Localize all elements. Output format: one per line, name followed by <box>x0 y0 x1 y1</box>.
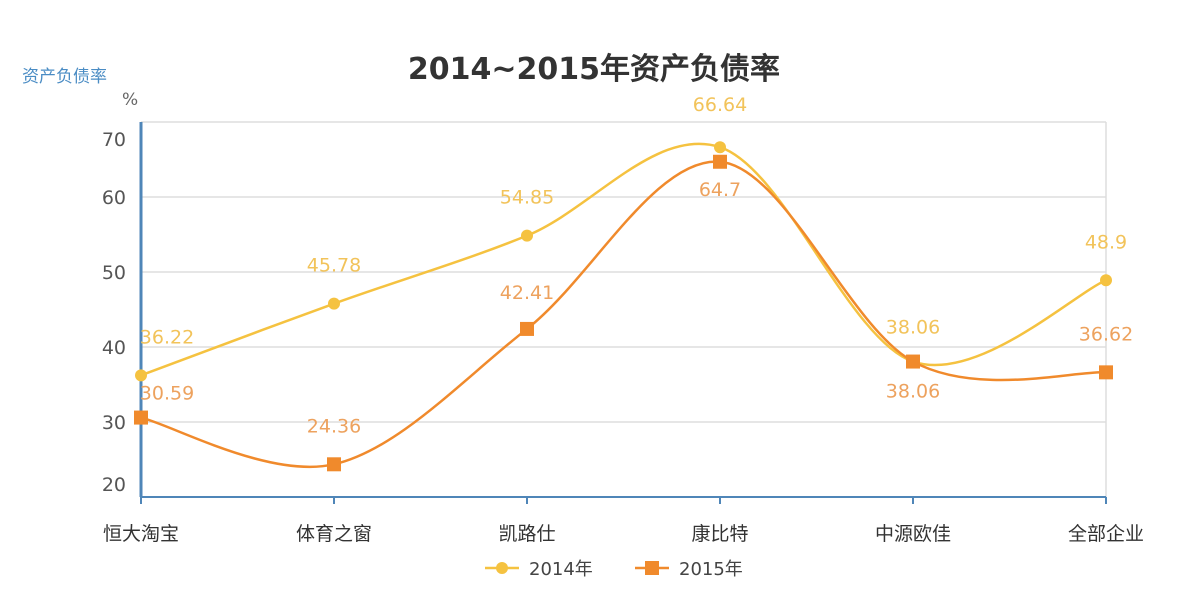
legend-label: 2015年 <box>679 559 743 580</box>
y-tick-label: 30 <box>102 412 126 434</box>
series-line-2015年 <box>140 160 1107 469</box>
data-point <box>906 354 920 369</box>
data-label: 48.9 <box>1085 231 1127 253</box>
data-point <box>520 321 534 336</box>
data-point <box>713 154 727 169</box>
legend-marker <box>496 562 508 574</box>
data-point <box>1099 365 1113 380</box>
data-point <box>134 410 148 425</box>
data-label: 64.7 <box>699 179 741 201</box>
legend-label: 2014年 <box>529 559 593 580</box>
x-tick-label: 恒大淘宝 <box>103 523 179 545</box>
y-axis-label: 资产负债率 <box>22 67 107 87</box>
data-point <box>714 141 726 154</box>
data-label: 36.62 <box>1079 323 1133 345</box>
x-tick-label: 全部企业 <box>1068 523 1144 545</box>
data-label: 45.78 <box>307 255 361 277</box>
data-label: 42.41 <box>500 282 554 304</box>
data-label: 38.06 <box>886 317 940 339</box>
x-tick-label: 体育之窗 <box>296 523 372 545</box>
y-tick-label: 60 <box>102 187 126 209</box>
data-point <box>1100 274 1112 287</box>
y-tick-label: 20 <box>102 474 126 496</box>
x-tick-label: 中源欧佳 <box>875 523 951 545</box>
y-axis-unit: % <box>122 90 139 110</box>
data-label: 30.59 <box>140 383 194 405</box>
x-tick-label: 凯路仕 <box>498 523 555 545</box>
data-point <box>521 229 533 242</box>
data-label: 36.22 <box>140 326 194 348</box>
data-point <box>327 457 341 472</box>
data-label: 24.36 <box>307 415 361 437</box>
data-point <box>328 297 340 310</box>
y-tick-label: 70 <box>102 129 126 151</box>
y-tick-label: 40 <box>102 337 126 359</box>
data-label: 66.64 <box>693 94 747 116</box>
data-label: 38.06 <box>886 381 940 403</box>
series-line-2014年 <box>140 142 1107 377</box>
data-point <box>135 369 147 382</box>
y-tick-label: 50 <box>102 262 126 284</box>
legend-marker <box>645 561 659 575</box>
chart-title: 2014~2015年资产负债率 <box>407 52 781 87</box>
data-label: 54.85 <box>500 187 554 209</box>
x-tick-label: 康比特 <box>691 523 748 545</box>
